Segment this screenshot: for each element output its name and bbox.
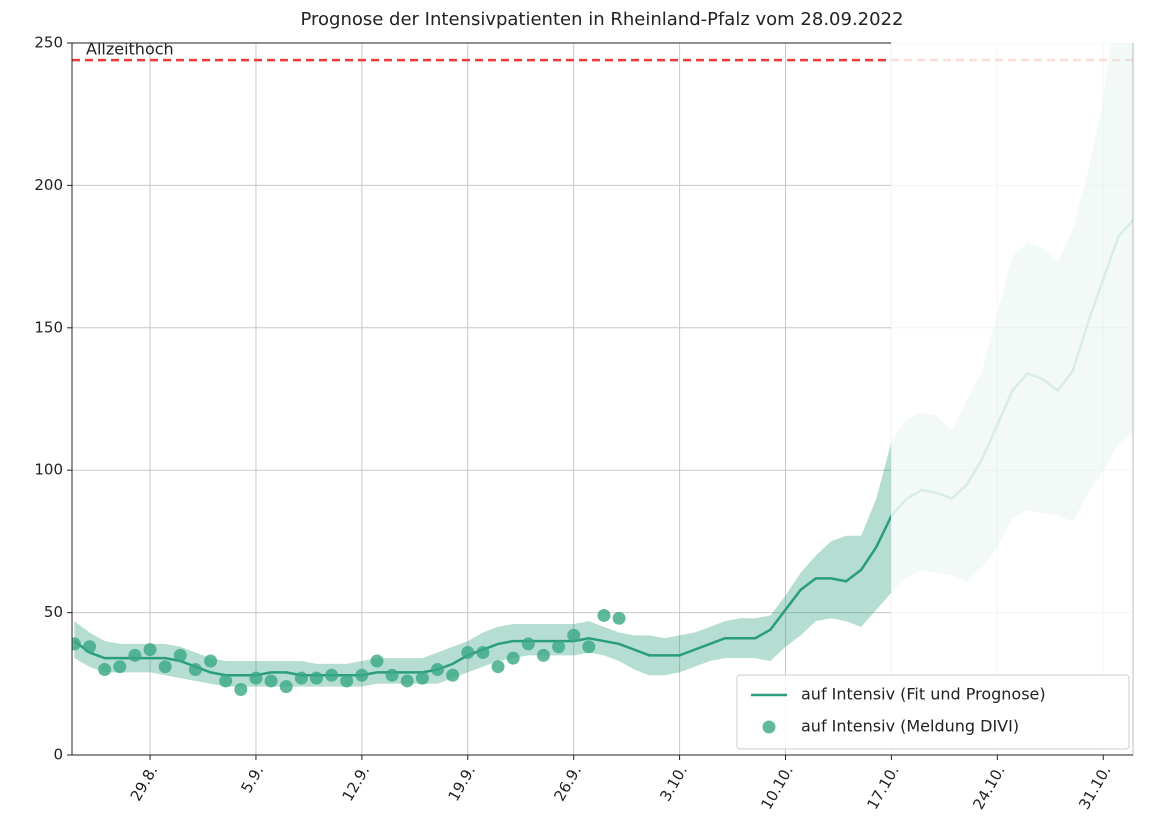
data-point bbox=[597, 608, 611, 622]
data-point bbox=[249, 671, 263, 685]
legend-label: auf Intensiv (Fit und Prognose) bbox=[801, 685, 1046, 704]
data-point bbox=[431, 663, 445, 677]
data-point bbox=[612, 611, 626, 625]
data-point bbox=[400, 674, 414, 688]
x-tick-label: 5.9. bbox=[237, 762, 267, 796]
data-point bbox=[294, 671, 308, 685]
reference-label: Allzeithoch bbox=[86, 40, 174, 59]
forecast-fade bbox=[891, 41, 1135, 755]
data-point bbox=[98, 663, 112, 677]
data-point bbox=[582, 640, 596, 654]
y-tick-label: 150 bbox=[34, 318, 63, 336]
data-point bbox=[264, 674, 278, 688]
data-point bbox=[476, 645, 490, 659]
data-point bbox=[72, 637, 81, 651]
x-tick-label: 29.8. bbox=[127, 762, 162, 804]
data-point bbox=[158, 660, 172, 674]
data-point bbox=[128, 648, 142, 662]
data-point bbox=[204, 654, 218, 668]
data-point bbox=[385, 668, 399, 682]
data-point bbox=[355, 668, 369, 682]
data-point bbox=[219, 674, 233, 688]
data-point bbox=[325, 668, 339, 682]
x-tick-label: 26.9. bbox=[550, 762, 585, 804]
confidence-band bbox=[74, 43, 1133, 687]
data-point bbox=[491, 660, 505, 674]
data-point bbox=[83, 640, 97, 654]
data-point bbox=[506, 651, 520, 665]
y-tick-label: 250 bbox=[34, 34, 63, 52]
data-point bbox=[143, 643, 157, 657]
x-tick-label: 12.9. bbox=[339, 762, 374, 804]
x-tick-label: 19.9. bbox=[444, 762, 479, 804]
y-tick-label: 50 bbox=[44, 603, 63, 621]
legend-label: auf Intensiv (Meldung DIVI) bbox=[801, 717, 1019, 736]
legend-swatch bbox=[762, 720, 776, 734]
data-point bbox=[415, 671, 429, 685]
data-point bbox=[446, 668, 460, 682]
data-point bbox=[173, 648, 187, 662]
data-point bbox=[567, 628, 581, 642]
x-tick-label: 31.10. bbox=[1075, 762, 1114, 812]
data-point bbox=[370, 654, 384, 668]
data-point bbox=[340, 674, 354, 688]
data-point bbox=[536, 648, 550, 662]
data-point bbox=[552, 640, 566, 654]
x-tick-label: 10.10. bbox=[757, 762, 796, 812]
data-point bbox=[234, 682, 248, 696]
legend-box bbox=[736, 674, 1130, 750]
data-point bbox=[521, 637, 535, 651]
data-point bbox=[309, 671, 323, 685]
data-point bbox=[188, 663, 202, 677]
y-tick-label: 200 bbox=[34, 176, 63, 194]
chart-title: Prognose der Intensivpatienten in Rheinl… bbox=[300, 9, 903, 30]
x-tick-label: 17.10. bbox=[863, 762, 902, 812]
data-point bbox=[113, 660, 127, 674]
data-point bbox=[279, 680, 293, 694]
x-tick-label: 24.10. bbox=[969, 762, 1008, 812]
y-tick-label: 0 bbox=[53, 746, 63, 764]
x-tick-label: 3.10. bbox=[656, 762, 691, 804]
y-tick-label: 100 bbox=[34, 461, 63, 479]
data-point bbox=[461, 645, 475, 659]
